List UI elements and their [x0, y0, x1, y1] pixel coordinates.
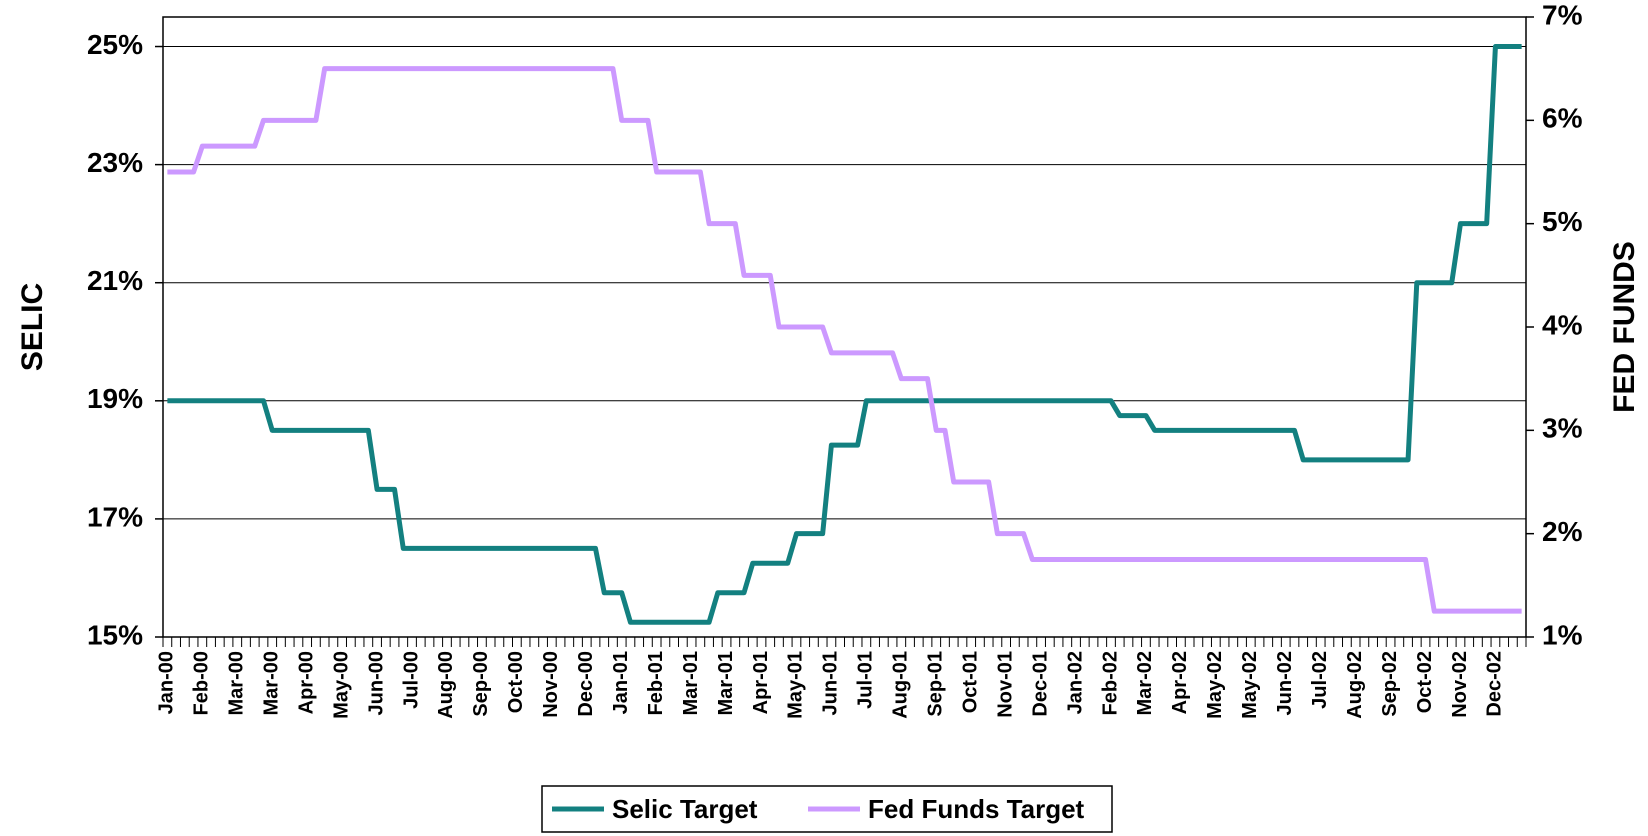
y-tick-label: 15%	[87, 619, 143, 650]
y2-tick-label: 4%	[1542, 309, 1583, 340]
x-tick-label: Sep-01	[925, 651, 947, 717]
y-tick-label: 25%	[87, 29, 143, 60]
x-tick-label: Dec-02	[1484, 651, 1506, 717]
y-axis-title: SELIC	[16, 283, 49, 371]
x-tick-label: Jan-01	[610, 651, 632, 714]
y-tick-label: 19%	[87, 383, 143, 414]
x-tick-label: Dec-00	[575, 651, 597, 717]
x-tick-label: Jul-00	[400, 651, 422, 709]
x-tick-label: Jul-01	[855, 651, 877, 709]
legend-label: Fed Funds Target	[868, 794, 1085, 824]
y2-tick-label: 2%	[1542, 516, 1583, 547]
x-tick-label: Oct-00	[505, 651, 527, 713]
x-tick-label: Jun-02	[1274, 651, 1296, 715]
x-tick-label: Jul-02	[1309, 651, 1331, 709]
x-tick-label: Feb-00	[191, 651, 213, 715]
x-tick-label: May-02	[1204, 651, 1226, 719]
x-tick-label: Apr-01	[750, 651, 772, 714]
x-tick-label: Mar-02	[1134, 651, 1156, 715]
x-tick-label: Mar-00	[226, 651, 248, 715]
x-tick-label: May-00	[330, 651, 352, 719]
x-tick-label: Mar-01	[715, 651, 737, 715]
x-tick-label: Mar-00	[260, 651, 282, 715]
series-line	[167, 66, 1522, 614]
x-tick-label: Jan-00	[156, 651, 178, 714]
x-tick-label: Jun-00	[365, 651, 387, 715]
x-tick-label: Sep-02	[1379, 651, 1401, 717]
y-tick-label: 23%	[87, 147, 143, 178]
x-tick-label: Sep-00	[470, 651, 492, 717]
x-tick-label: Nov-00	[540, 651, 562, 718]
x-tick-label: May-01	[785, 651, 807, 719]
series-line	[167, 44, 1522, 625]
y-tick-label: 21%	[87, 265, 143, 296]
x-tick-label: Apr-02	[1169, 651, 1191, 714]
x-tick-label: Oct-01	[959, 651, 981, 713]
x-tick-label: Aug-01	[890, 651, 912, 719]
legend-label: Selic Target	[612, 794, 758, 824]
x-tick-label: Feb-02	[1099, 651, 1121, 715]
x-tick-label: Aug-00	[435, 651, 457, 719]
x-tick-label: Aug-02	[1344, 651, 1366, 719]
y2-tick-label: 7%	[1542, 0, 1583, 30]
x-tick-label: Jan-02	[1064, 651, 1086, 714]
plot-frame	[162, 16, 1527, 638]
x-tick-label: Dec-01	[1029, 651, 1051, 717]
y2-tick-label: 6%	[1542, 103, 1583, 134]
y2-axis-title: FED FUNDS	[1608, 241, 1641, 413]
x-tick-label: Oct-02	[1414, 651, 1436, 713]
y2-tick-label: 5%	[1542, 206, 1583, 237]
x-tick-label: Jun-01	[820, 651, 842, 715]
y-tick-label: 17%	[87, 501, 143, 532]
x-tick-label: Feb-01	[645, 651, 667, 715]
x-tick-label: Nov-01	[994, 651, 1016, 718]
x-tick-label: Mar-01	[680, 651, 702, 715]
y2-tick-label: 3%	[1542, 413, 1583, 444]
x-tick-label: Nov-02	[1449, 651, 1471, 718]
x-tick-label: May-02	[1239, 651, 1261, 719]
x-tick-label: Apr-00	[295, 651, 317, 714]
legend-box	[541, 785, 1113, 833]
y2-tick-label: 1%	[1542, 619, 1583, 650]
